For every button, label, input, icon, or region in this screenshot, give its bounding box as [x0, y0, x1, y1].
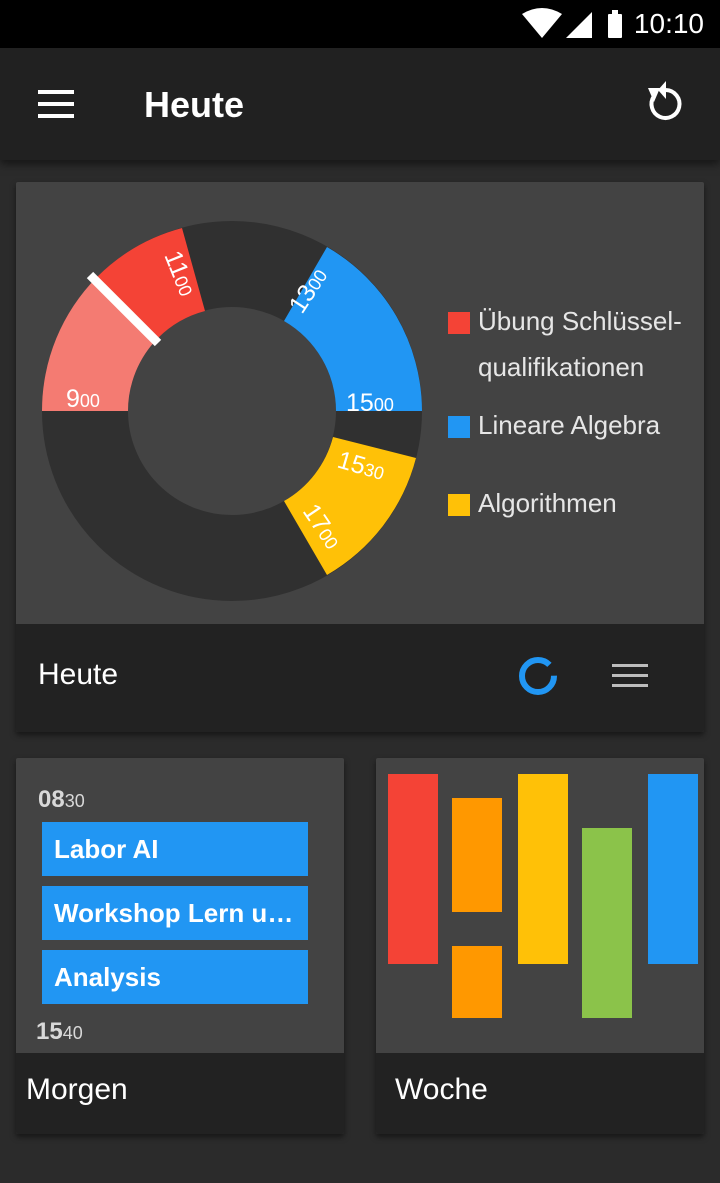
legend-label: Übung Schlüssel- — [478, 306, 682, 336]
tomorrow-start-time: 0830 — [38, 786, 85, 814]
week-card-title: Woche — [395, 1073, 488, 1106]
page-title: Heute — [144, 84, 245, 125]
hamburger-menu-icon — [38, 90, 74, 118]
status-bar: 10:10 — [0, 0, 720, 48]
time-label-9: 900 — [66, 385, 100, 413]
time-minute: 40 — [62, 1023, 83, 1043]
battery-icon — [608, 10, 622, 38]
today-card-footer: Heute — [16, 624, 704, 732]
week-bar-yellow — [518, 774, 568, 964]
week-bar-orange — [452, 798, 502, 912]
time-label-15: 1500 — [346, 389, 394, 417]
week-bar-blue — [648, 774, 698, 964]
event-item[interactable]: Workshop Lern und Arbeitstechniken — [42, 886, 308, 940]
list-icon — [612, 664, 648, 687]
tomorrow-card-footer: Morgen — [16, 1053, 344, 1134]
donut-chart-icon — [519, 657, 557, 695]
tomorrow-card-title: Morgen — [26, 1073, 128, 1106]
donut-view-button[interactable] — [514, 652, 562, 700]
week-bar-orange — [452, 946, 502, 1018]
current-time-indicator — [86, 271, 162, 347]
legend-label: Lineare Algebra — [478, 410, 661, 440]
week-card-footer: Woche — [376, 1053, 704, 1134]
legend-swatch — [448, 416, 470, 438]
status-time: 10:10 — [633, 8, 704, 39]
time-hour: 08 — [38, 786, 65, 813]
app-bar: Heute — [0, 48, 720, 160]
tomorrow-card[interactable]: 0830 Labor AI Workshop Lern und Arbeitst… — [16, 758, 344, 1134]
menu-button[interactable] — [24, 80, 88, 128]
week-bar-green — [582, 828, 632, 1018]
time-label-min: 00 — [374, 395, 394, 415]
legend-swatch — [448, 312, 470, 334]
svg-text:900: 900 — [66, 385, 100, 413]
segment-lineare-algebra — [284, 247, 422, 411]
wifi-icon — [522, 8, 562, 38]
time-hour: 15 — [36, 1018, 63, 1045]
today-card[interactable]: 900 1100 1300 1500 1530 1700 Übung Schlü… — [16, 182, 704, 732]
segment-algorithmen — [284, 437, 416, 575]
refresh-icon — [648, 81, 682, 120]
legend-label: Algorithmen — [478, 488, 617, 518]
time-label-hour: 9 — [66, 385, 80, 413]
legend-swatch — [448, 494, 470, 516]
time-label-hour: 15 — [346, 389, 374, 417]
event-item[interactable]: Labor AI — [42, 822, 308, 876]
legend-label-line2: qualifikationen — [478, 352, 645, 382]
today-card-title: Heute — [38, 658, 119, 691]
segment-uebung — [97, 228, 205, 338]
event-item[interactable]: Analysis — [42, 950, 308, 1004]
week-bar-red — [388, 774, 438, 964]
list-view-button[interactable] — [610, 656, 650, 696]
today-donut-chart: 900 1100 1300 1500 1530 1700 — [41, 221, 422, 601]
status-icons — [522, 8, 622, 38]
time-minute: 30 — [64, 791, 85, 811]
time-label-min: 00 — [80, 391, 100, 411]
week-card[interactable]: Woche — [376, 758, 704, 1134]
cell-signal-icon — [566, 12, 592, 38]
tomorrow-end-time: 1540 — [36, 1018, 83, 1046]
refresh-button[interactable] — [640, 78, 692, 130]
svg-text:1500: 1500 — [346, 389, 394, 417]
